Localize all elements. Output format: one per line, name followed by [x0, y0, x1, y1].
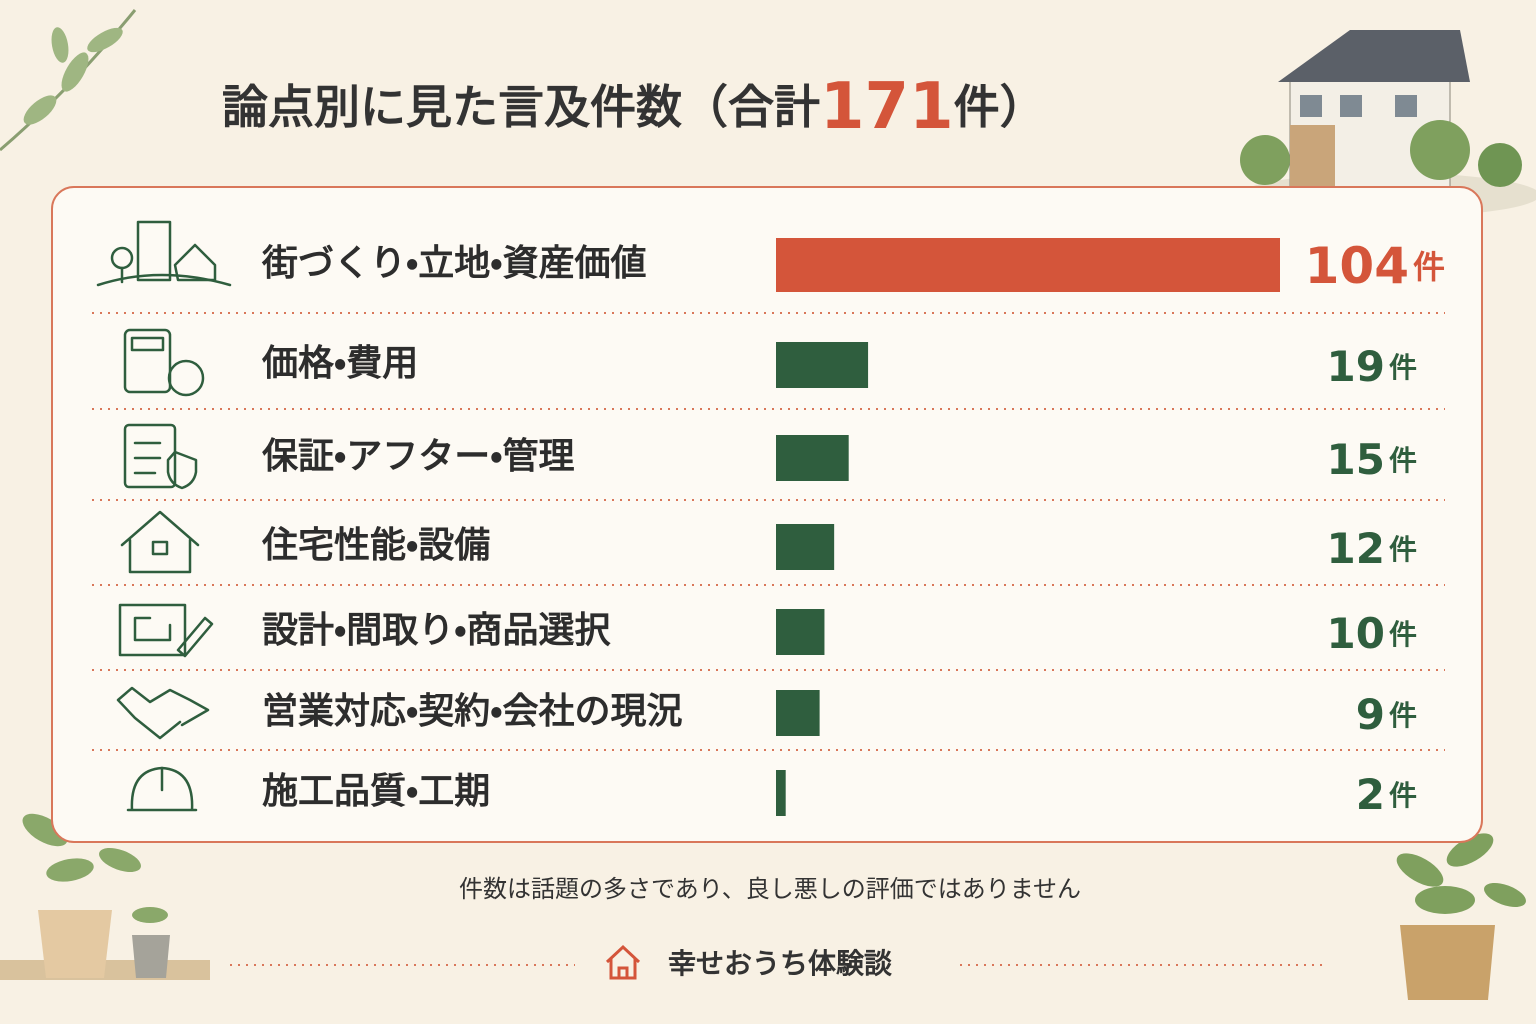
- icon-handshake: [116, 686, 210, 740]
- panel: [51, 186, 1483, 843]
- value-number: 10: [1327, 609, 1385, 658]
- value-label: 15 件: [1327, 435, 1417, 484]
- bar: [776, 238, 1280, 292]
- icon-town: [96, 220, 232, 287]
- category-label: 施工品質・工期: [262, 771, 490, 812]
- value-number: 2: [1356, 770, 1385, 819]
- value-unit: 件: [1413, 248, 1445, 286]
- bar: [776, 770, 786, 816]
- value-unit: 件: [1389, 779, 1417, 812]
- bar: [776, 609, 825, 655]
- icon-blueprint: [118, 603, 214, 658]
- category-label: 設計・間取り・商品選択: [262, 610, 611, 651]
- value-number: 19: [1327, 342, 1385, 391]
- brand: 幸せおうち体験談: [668, 947, 892, 980]
- value-unit: 件: [1389, 533, 1417, 566]
- leaf-branch: [0, 9, 137, 152]
- value-label: 19 件: [1327, 342, 1417, 391]
- icon-clipboard: [123, 423, 198, 490]
- icon-house: [120, 510, 200, 574]
- value-unit: 件: [1389, 351, 1417, 384]
- title-total-before: （合計: [682, 80, 820, 134]
- value-unit: 件: [1389, 618, 1417, 651]
- icon-calculator: [123, 328, 205, 397]
- category-label: 街づくり・立地・資産価値: [261, 243, 646, 284]
- value-number: 12: [1327, 524, 1385, 573]
- bar: [776, 524, 835, 570]
- value-number: 15: [1327, 435, 1385, 484]
- value-number: 104: [1305, 237, 1409, 295]
- category-label: 保証・アフター・管理: [262, 436, 574, 477]
- note: 件数は話題の多さであり、良し悪しの評価ではありません: [459, 875, 1081, 903]
- value-unit: 件: [1389, 444, 1417, 477]
- value-label: 10 件: [1327, 609, 1417, 658]
- category-label: 営業対応・契約・会社の現況: [262, 691, 682, 732]
- icon-helmet: [126, 766, 198, 812]
- bar: [776, 342, 869, 388]
- category-label: 価格・費用: [261, 343, 418, 384]
- value-unit: 件: [1389, 699, 1417, 732]
- title-text: 論点別に見た言及件数: [222, 80, 682, 134]
- value-number: 9: [1356, 690, 1385, 739]
- bar: [776, 435, 849, 481]
- plant-left: [0, 798, 210, 980]
- title-total-after: 件）: [954, 80, 1046, 134]
- brand-icon: [605, 944, 641, 980]
- category-label: 住宅性能・設備: [261, 525, 490, 566]
- value-label: 104 件: [1305, 237, 1445, 295]
- chart-title: 論点別に見た言及件数（合計171件）: [222, 70, 1046, 144]
- value-label: 12 件: [1327, 524, 1417, 573]
- bar: [776, 690, 820, 736]
- title-total: 171: [820, 70, 954, 144]
- plant-right: [1396, 833, 1526, 1000]
